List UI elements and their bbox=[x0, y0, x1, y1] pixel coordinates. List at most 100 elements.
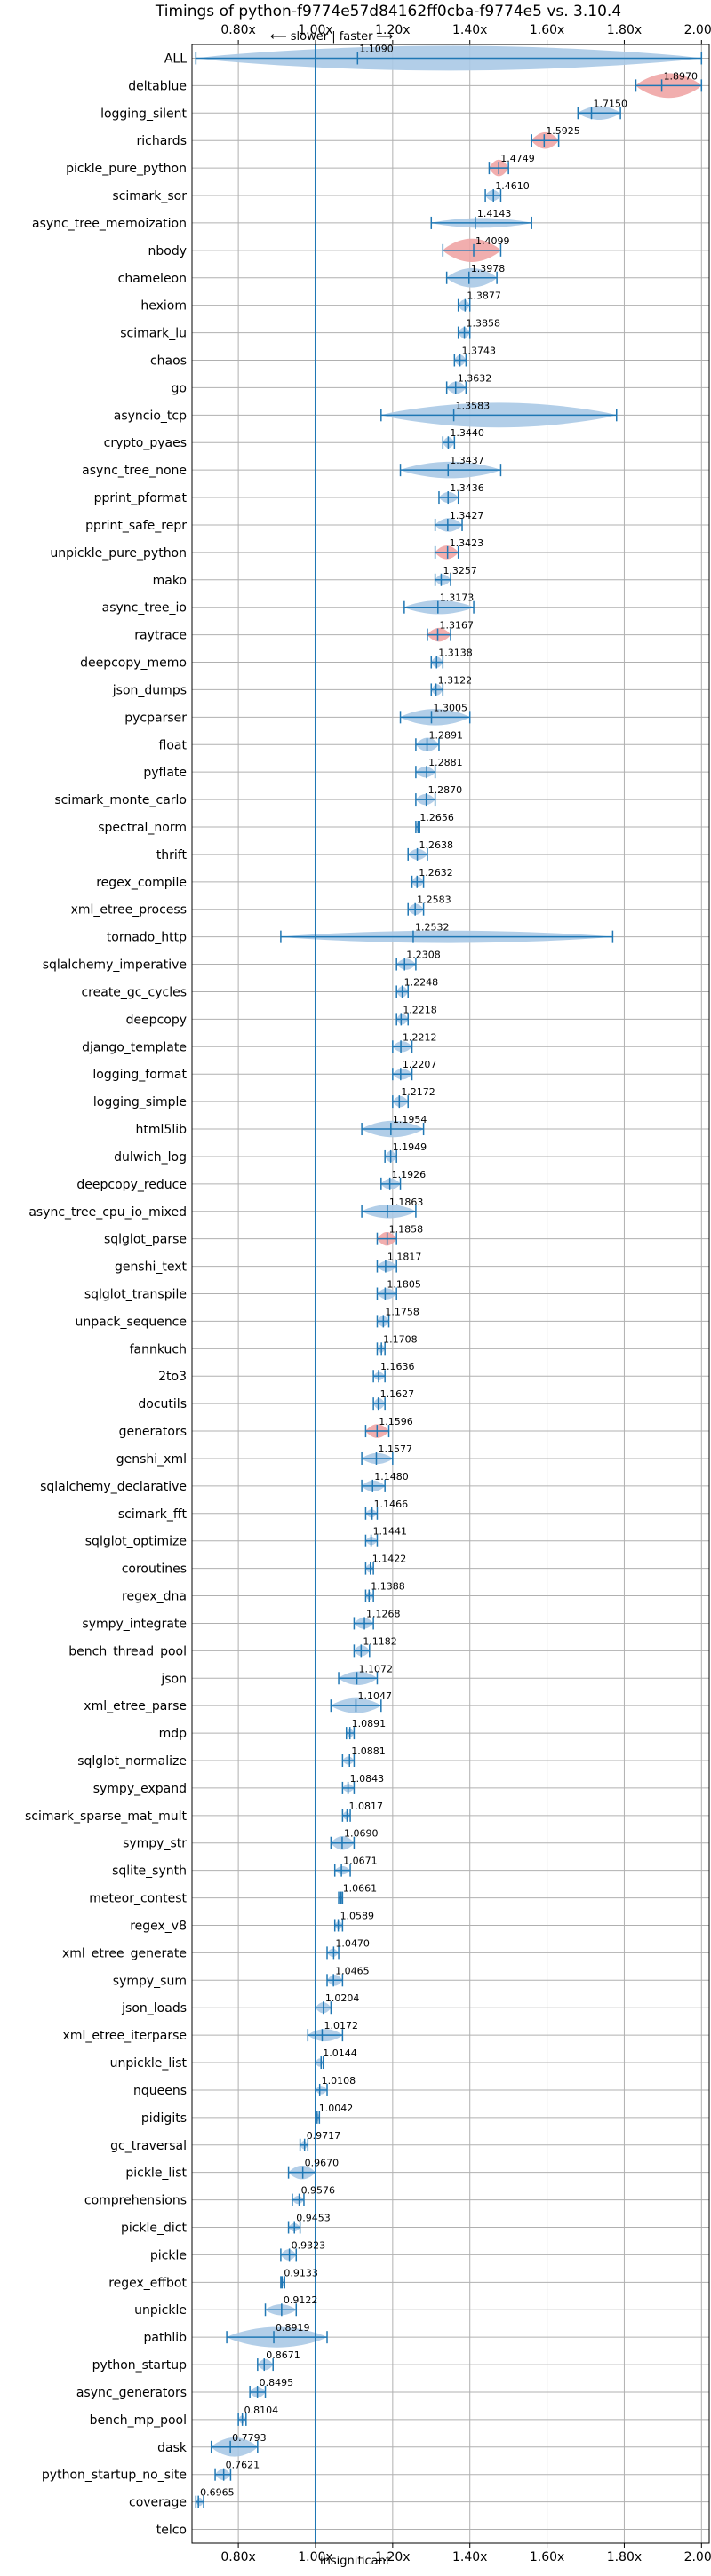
category-label: sqlglot_parse bbox=[104, 1233, 187, 1247]
value-label: 1.3173 bbox=[440, 592, 475, 604]
category-label: pidigits bbox=[141, 2111, 187, 2126]
category-label: logging_silent bbox=[100, 107, 187, 121]
value-label: 1.1954 bbox=[393, 1114, 427, 1125]
category-label: scimark_lu bbox=[120, 327, 187, 341]
value-label: 0.8671 bbox=[266, 2349, 300, 2361]
category-label: sqlglot_normalize bbox=[77, 1754, 187, 1769]
insignificant-annotation: insignificant bbox=[320, 2555, 390, 2568]
category-label: 2to3 bbox=[158, 1370, 187, 1384]
category-label: python_startup bbox=[92, 2358, 187, 2373]
value-label: 1.1047 bbox=[357, 1690, 392, 1702]
category-label: nbody bbox=[148, 244, 188, 258]
category-label: deepcopy bbox=[126, 1013, 187, 1027]
value-label: 1.1182 bbox=[363, 1635, 397, 1647]
category-label: async_generators bbox=[76, 2386, 187, 2400]
value-label: 1.4099 bbox=[475, 235, 510, 247]
value-label: 0.7793 bbox=[232, 2432, 267, 2444]
value-label: 1.3978 bbox=[471, 263, 506, 274]
category-label: unpickle bbox=[134, 2303, 187, 2318]
grid bbox=[192, 44, 709, 2543]
value-label: 1.2308 bbox=[406, 950, 441, 961]
value-label: 1.2218 bbox=[403, 1004, 437, 1015]
value-label: 1.0891 bbox=[352, 1718, 387, 1729]
category-label: json bbox=[160, 1672, 187, 1686]
category-label: scimark_fft bbox=[118, 1507, 188, 1522]
category-label: sympy_sum bbox=[113, 1974, 187, 1988]
category-label: pickle_pure_python bbox=[66, 162, 187, 176]
category-label: unpickle_list bbox=[110, 2056, 188, 2071]
slower-faster-annotation: ⟵ slower | faster ⟶ bbox=[270, 30, 393, 44]
value-label: 1.2881 bbox=[428, 757, 463, 768]
category-label: ALL bbox=[164, 52, 187, 66]
value-label: 1.1949 bbox=[393, 1141, 427, 1153]
category-label: scimark_sparse_mat_mult bbox=[25, 1809, 187, 1824]
value-label: 1.1577 bbox=[378, 1443, 412, 1455]
value-label: 0.6965 bbox=[200, 2487, 235, 2499]
category-label: thrift bbox=[156, 848, 188, 863]
value-label: 0.8919 bbox=[276, 2322, 310, 2334]
value-label: 1.1817 bbox=[387, 1252, 422, 1263]
category-label: tornado_http bbox=[107, 931, 187, 945]
value-label: 1.1090 bbox=[359, 43, 394, 54]
value-label: 1.3877 bbox=[467, 290, 501, 302]
x-tick-label-bottom: 1.60x bbox=[530, 2550, 564, 2564]
value-label: 1.0661 bbox=[343, 1883, 378, 1895]
value-label: 0.9717 bbox=[307, 2130, 341, 2142]
value-label: 1.1863 bbox=[389, 1197, 424, 1208]
value-label: 1.3632 bbox=[458, 372, 492, 384]
category-label: scimark_monte_carlo bbox=[54, 793, 187, 807]
category-label: spectral_norm bbox=[98, 821, 187, 835]
value-label: 1.1441 bbox=[373, 1526, 408, 1538]
category-label: go bbox=[172, 381, 187, 395]
category-label: create_gc_cycles bbox=[81, 985, 187, 999]
value-label: 1.3743 bbox=[462, 345, 497, 356]
value-label: 1.1636 bbox=[380, 1361, 415, 1372]
category-label: generators bbox=[119, 1425, 187, 1439]
category-label: async_tree_io bbox=[102, 601, 187, 616]
category-labels: ALL deltablue logging_silent richards pickle… bbox=[25, 52, 188, 2537]
value-label: 1.1627 bbox=[380, 1388, 415, 1400]
category-label: unpack_sequence bbox=[76, 1315, 187, 1329]
x-tick-labels-bottom: 0.80x 1.00x 1.20x 1.40x 1.60x 1.80x 2.00x bbox=[220, 2543, 711, 2564]
value-label: 1.0470 bbox=[335, 1937, 370, 1949]
value-label: 1.3440 bbox=[450, 427, 484, 439]
value-label: 1.0144 bbox=[323, 2047, 357, 2059]
value-label: 1.2870 bbox=[428, 784, 463, 796]
category-label: dask bbox=[157, 2441, 188, 2455]
x-tick-label-top: 1.00x bbox=[298, 23, 332, 37]
value-label: 1.1268 bbox=[366, 1608, 401, 1619]
category-label: python_startup_no_site bbox=[42, 2469, 187, 2483]
x-tick-label-top: 1.80x bbox=[607, 23, 642, 37]
value-label: 0.9133 bbox=[284, 2267, 318, 2278]
value-label: 1.1466 bbox=[374, 1499, 409, 1510]
category-label: logging_simple bbox=[93, 1095, 187, 1109]
value-label: 1.2248 bbox=[404, 976, 439, 988]
value-label: 1.0817 bbox=[348, 1801, 383, 1812]
value-label: 1.2656 bbox=[419, 812, 454, 823]
value-label: 1.4143 bbox=[477, 208, 512, 219]
category-label: pyflate bbox=[143, 766, 187, 780]
category-label: regex_v8 bbox=[130, 1919, 187, 1933]
category-label: docutils bbox=[138, 1397, 187, 1411]
value-label: 1.2632 bbox=[419, 867, 453, 879]
value-label: 1.1596 bbox=[379, 1416, 413, 1427]
value-label: 0.9122 bbox=[284, 2294, 318, 2306]
x-tick-label-bottom: 2.00x bbox=[684, 2550, 711, 2564]
category-label: xml_etree_iterparse bbox=[63, 2029, 187, 2043]
value-label: 1.3436 bbox=[450, 482, 484, 494]
category-label: regex_dna bbox=[122, 1590, 187, 1604]
category-label: coverage bbox=[129, 2496, 187, 2510]
value-label: 1.7150 bbox=[594, 98, 628, 109]
x-tick-label-bottom: 1.40x bbox=[452, 2550, 487, 2564]
category-label: bench_mp_pool bbox=[90, 2413, 187, 2428]
category-label: genshi_xml bbox=[116, 1452, 187, 1467]
category-label: async_tree_cpu_io_mixed bbox=[28, 1205, 187, 1220]
value-label: 1.0204 bbox=[325, 1992, 360, 2004]
x-tick-label-top: 0.80x bbox=[220, 23, 255, 37]
category-label: sqlglot_optimize bbox=[85, 1535, 187, 1549]
category-label: sympy_str bbox=[123, 1837, 187, 1851]
category-label: chaos bbox=[150, 354, 187, 368]
category-label: pprint_pformat bbox=[94, 491, 188, 505]
value-label: 1.1708 bbox=[383, 1333, 418, 1345]
